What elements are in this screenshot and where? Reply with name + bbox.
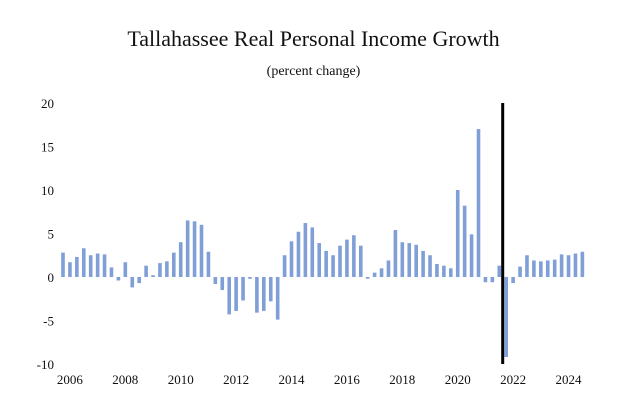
bar-2015Q1 [317, 243, 322, 277]
bar-2010Q4 [199, 224, 204, 277]
bar-2009Q3 [165, 261, 169, 277]
bar-2017Q3 [386, 260, 391, 277]
bar-2022Q2 [518, 266, 522, 277]
bar-2016Q3 [358, 245, 363, 277]
bar-2007Q4 [116, 277, 121, 281]
bar-2015Q3 [331, 255, 335, 277]
bar-2021Q2 [490, 277, 495, 283]
bar-2006Q3 [81, 248, 86, 277]
bar-2015Q4 [338, 245, 342, 277]
y-tick-label: 5 [48, 227, 55, 242]
bar-2017Q1 [372, 272, 377, 277]
x-tick-label: 2012 [223, 372, 249, 387]
bar-2012Q3 [248, 277, 252, 279]
x-tick-label: 2014 [279, 372, 306, 387]
bar-2012Q4 [255, 277, 259, 313]
y-tick-label: 15 [41, 140, 54, 155]
bar-2017Q4 [393, 230, 398, 277]
x-tick-label: 2022 [500, 372, 526, 387]
bar-2016Q1 [345, 239, 349, 277]
bar-2012Q2 [241, 277, 245, 301]
bar-2021Q4 [504, 277, 508, 358]
chart-subtitle: (percent change) [266, 64, 361, 79]
bar-2023Q2 [545, 260, 550, 277]
bar-2009Q4 [172, 252, 176, 277]
bar-2023Q4 [559, 254, 564, 277]
bar-2022Q1 [511, 277, 515, 284]
bar-2023Q3 [552, 259, 557, 277]
bar-2013Q3 [275, 277, 280, 320]
y-tick-label: -5 [43, 314, 54, 329]
bar-2010Q3 [192, 221, 197, 277]
bar-2018Q4 [421, 250, 425, 277]
bar-2009Q1 [151, 275, 155, 277]
x-tick-label: 2006 [57, 372, 84, 387]
bar-2017Q2 [379, 268, 384, 277]
bar-2022Q4 [532, 260, 536, 277]
x-tick-label: 2016 [334, 372, 361, 387]
bar-2010Q1 [178, 242, 183, 277]
x-tick-label: 2018 [389, 372, 415, 387]
bar-2011Q1 [206, 251, 211, 277]
bar-2007Q3 [109, 267, 114, 277]
bar-2019Q2 [435, 263, 439, 277]
bar-2019Q1 [428, 255, 432, 277]
chart-title: Tallahassee Real Personal Income Growth [127, 26, 500, 51]
bar-2014Q3 [303, 223, 308, 277]
x-tick-label: 2024 [556, 372, 583, 387]
y-tick-label: 10 [41, 183, 54, 198]
bar-2024Q2 [573, 253, 578, 277]
y-tick-label: -10 [37, 357, 54, 372]
bar-2016Q4 [365, 277, 370, 279]
bar-2011Q2 [213, 277, 218, 284]
bar-2005Q4 [61, 252, 65, 277]
bar-2018Q2 [407, 243, 412, 277]
x-tick-label: 2020 [445, 372, 471, 387]
bar-2014Q4 [310, 227, 315, 277]
y-tick-label: 20 [41, 96, 54, 111]
bar-2008Q3 [137, 277, 141, 284]
bar-2006Q4 [88, 255, 93, 277]
bar-2013Q1 [262, 277, 266, 311]
bar-2020Q1 [455, 190, 460, 277]
bar-2023Q1 [539, 261, 543, 277]
bar-2022Q3 [525, 255, 529, 277]
bar-2008Q2 [130, 277, 135, 288]
bar-2006Q1 [68, 262, 72, 277]
bar-2020Q4 [476, 129, 481, 277]
bar-2018Q1 [400, 242, 405, 277]
bar-2008Q4 [144, 265, 148, 277]
bar-2016Q2 [352, 235, 356, 277]
bar-2012Q1 [234, 277, 238, 311]
bar-2021Q3 [497, 265, 502, 277]
bar-2006Q2 [75, 256, 79, 277]
bar-2009Q2 [158, 263, 162, 277]
bar-2024Q3 [580, 251, 585, 277]
bar-2019Q4 [449, 268, 453, 277]
bar-2021Q1 [483, 277, 488, 283]
y-tick-label: 0 [48, 270, 55, 285]
bar-2014Q2 [296, 231, 301, 277]
bar-2010Q2 [185, 220, 190, 277]
bar-2024Q1 [566, 255, 571, 277]
bar-2013Q2 [268, 277, 273, 302]
x-tick-label: 2008 [112, 372, 138, 387]
bar-2013Q4 [282, 255, 287, 277]
bar-2019Q3 [442, 265, 446, 277]
bar-2011Q3 [220, 277, 225, 291]
bar-2015Q2 [324, 250, 328, 277]
bar-2007Q2 [102, 254, 107, 277]
bar-2011Q4 [227, 277, 231, 315]
bar-2020Q2 [462, 205, 467, 277]
bar-2007Q1 [95, 253, 100, 277]
bar-2014Q1 [289, 241, 294, 277]
bar-2018Q3 [414, 244, 418, 277]
bar-2020Q3 [469, 234, 474, 277]
x-tick-label: 2010 [168, 372, 194, 387]
bar-2008Q1 [123, 262, 128, 277]
